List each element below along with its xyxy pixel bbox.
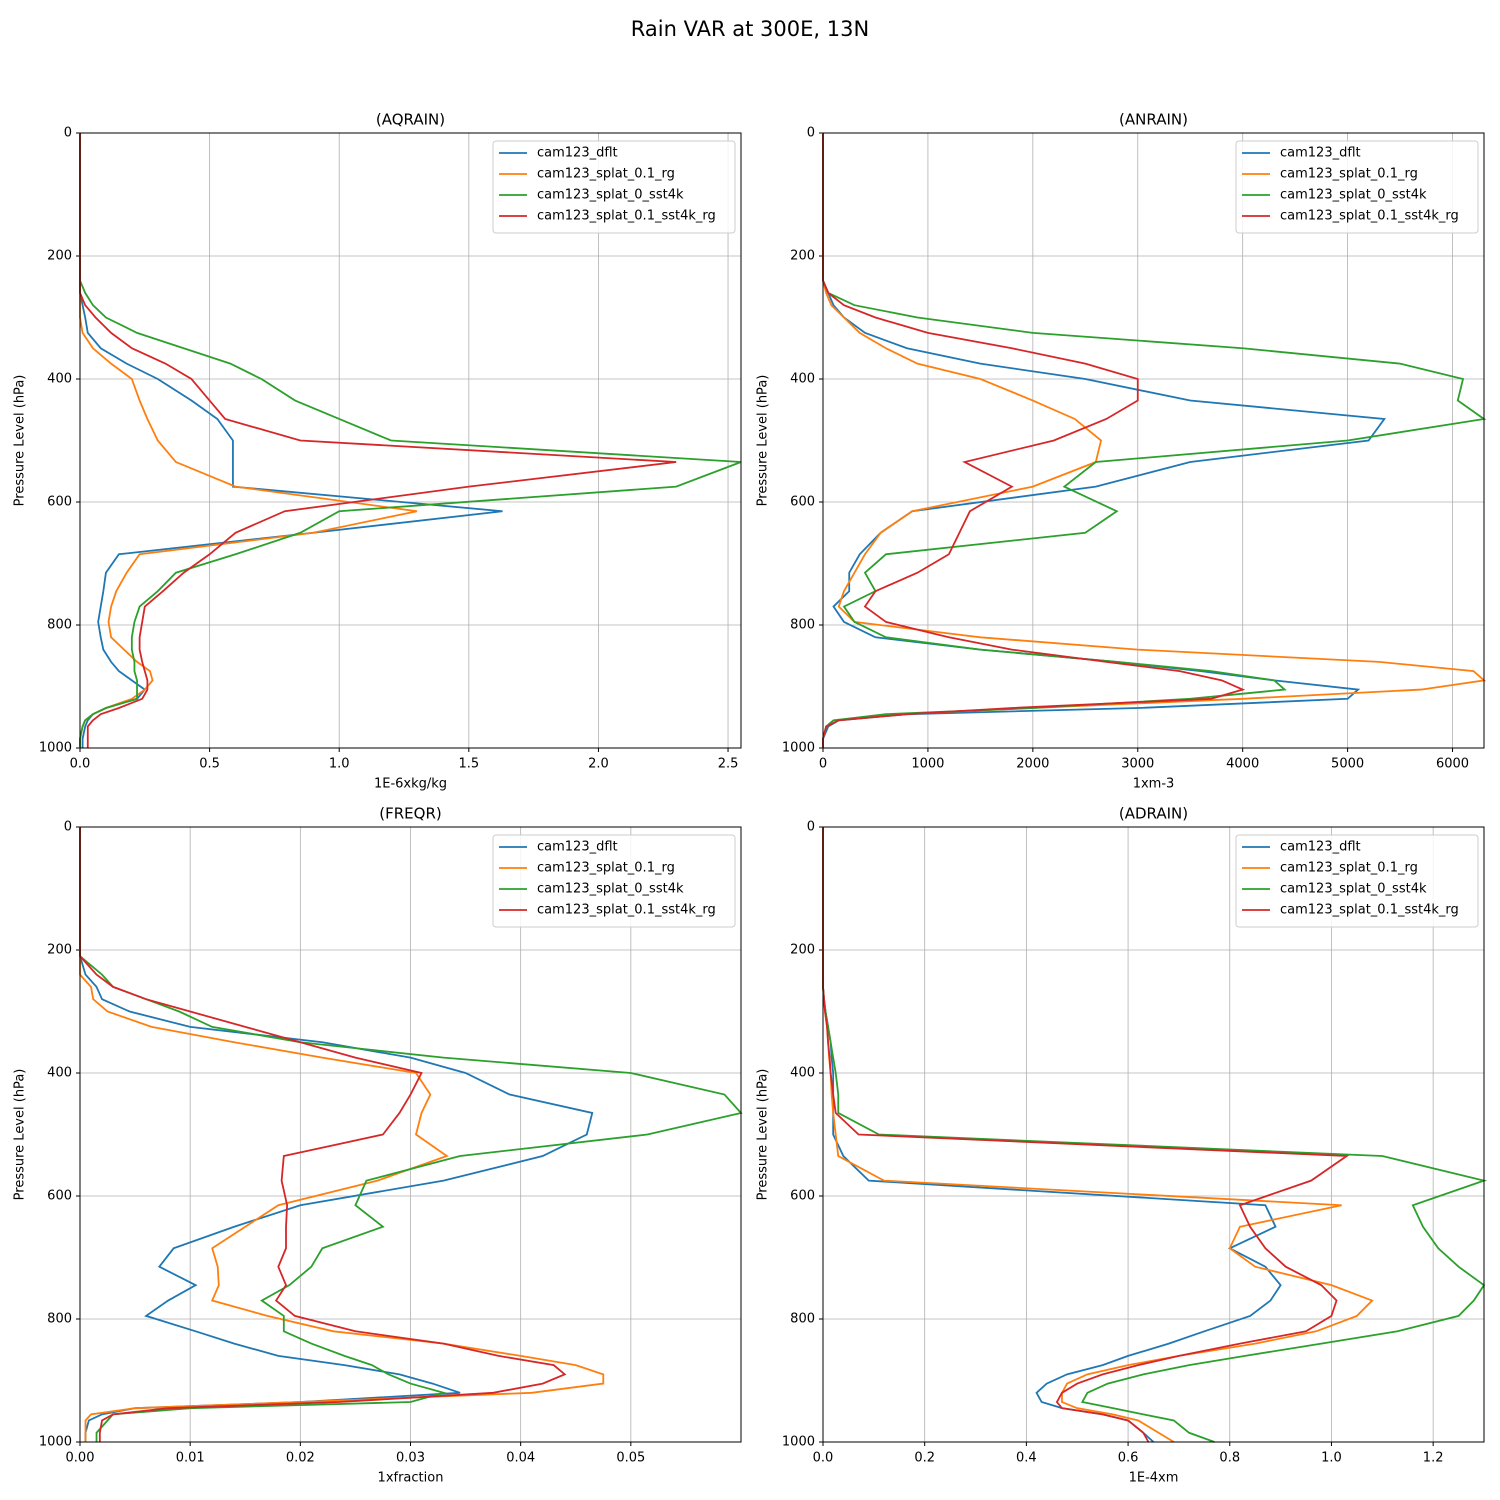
y-tick-label: 200 bbox=[47, 943, 72, 958]
legend-box bbox=[492, 834, 736, 928]
y-tick-label: 800 bbox=[790, 618, 815, 633]
x-tick-label: 0.00 bbox=[66, 1451, 95, 1466]
data-line bbox=[79, 827, 594, 1442]
x-tick-label: 1.0 bbox=[329, 757, 350, 772]
y-tick-label: 1000 bbox=[782, 741, 815, 756]
legend-label: cam123_dflt bbox=[537, 840, 618, 855]
axes-title: (ANRAIN) bbox=[1119, 111, 1188, 129]
x-tick-label: 0.2 bbox=[914, 1451, 935, 1466]
legend-label: cam123_splat_0.1_rg bbox=[537, 167, 675, 182]
x-axis-label: 1E-4xm bbox=[1129, 1471, 1179, 1486]
x-tick-label: 0.0 bbox=[70, 757, 91, 772]
x-tick-label: 1.5 bbox=[458, 757, 479, 772]
y-tick-label: 400 bbox=[790, 372, 815, 387]
legend-label: cam123_splat_0.1_rg bbox=[1280, 861, 1418, 876]
y-tick-label: 800 bbox=[47, 1312, 72, 1327]
y-tick-label: 800 bbox=[47, 618, 72, 633]
legend-label: cam123_splat_0.1_sst4k_rg bbox=[1280, 209, 1459, 224]
x-tick-label: 2.5 bbox=[718, 757, 739, 772]
x-tick-label: 0.02 bbox=[286, 1451, 315, 1466]
x-axis-label: 1E-6xkg/kg bbox=[374, 777, 447, 792]
y-tick-label: 600 bbox=[790, 495, 815, 510]
legend-box bbox=[1235, 140, 1479, 234]
x-tick-label: 0.04 bbox=[506, 1451, 535, 1466]
legend-label: cam123_splat_0_sst4k bbox=[1280, 188, 1427, 203]
legend-label: cam123_splat_0.1_rg bbox=[537, 861, 675, 876]
data-line bbox=[79, 133, 503, 748]
legend-label: cam123_splat_0.1_sst4k_rg bbox=[537, 209, 716, 224]
x-tick-label: 6000 bbox=[1436, 757, 1469, 772]
legend-box bbox=[492, 140, 736, 234]
legend-box bbox=[1235, 834, 1479, 928]
x-tick-label: 0.8 bbox=[1219, 1451, 1240, 1466]
x-tick-label: 0.03 bbox=[396, 1451, 425, 1466]
x-tick-label: 5000 bbox=[1331, 757, 1364, 772]
data-line bbox=[822, 133, 1487, 748]
y-tick-label: 600 bbox=[47, 495, 72, 510]
y-tick-label: 400 bbox=[47, 372, 72, 387]
y-tick-label: 600 bbox=[790, 1189, 815, 1204]
x-tick-label: 0.0 bbox=[813, 1451, 834, 1466]
x-tick-label: 1.2 bbox=[1423, 1451, 1444, 1466]
x-tick-label: 0.5 bbox=[199, 757, 220, 772]
axes-frame bbox=[822, 826, 1485, 1443]
y-axis-label: Pressure Level (hPa) bbox=[13, 1069, 28, 1201]
y-tick-label: 0 bbox=[64, 126, 72, 141]
axes-frame bbox=[822, 132, 1485, 749]
data-line bbox=[79, 133, 742, 748]
y-tick-label: 600 bbox=[47, 1189, 72, 1204]
y-tick-label: 400 bbox=[790, 1066, 815, 1081]
y-tick-label: 400 bbox=[47, 1066, 72, 1081]
y-axis-label: Pressure Level (hPa) bbox=[756, 1069, 771, 1201]
data-line bbox=[822, 133, 1246, 748]
legend-label: cam123_splat_0.1_rg bbox=[1280, 167, 1418, 182]
legend-label: cam123_dflt bbox=[1280, 146, 1361, 161]
figure-title: Rain VAR at 300E, 13N bbox=[631, 17, 869, 41]
x-tick-label: 2000 bbox=[1016, 757, 1049, 772]
axes-title: (FREQR) bbox=[379, 805, 441, 823]
x-axis-label: 1xfraction bbox=[378, 1471, 444, 1486]
axes-frame bbox=[79, 826, 742, 1443]
y-tick-label: 200 bbox=[790, 249, 815, 264]
axes-title: (ADRAIN) bbox=[1119, 805, 1188, 823]
axes-title: (AQRAIN) bbox=[376, 111, 445, 129]
legend-label: cam123_splat_0_sst4k bbox=[537, 882, 684, 897]
x-tick-label: 4000 bbox=[1226, 757, 1259, 772]
y-tick-label: 1000 bbox=[39, 1435, 72, 1450]
legend-label: cam123_dflt bbox=[1280, 840, 1361, 855]
y-tick-label: 1000 bbox=[782, 1435, 815, 1450]
x-axis-label: 1xm-3 bbox=[1133, 777, 1175, 792]
y-tick-label: 200 bbox=[47, 249, 72, 264]
legend-label: cam123_splat_0_sst4k bbox=[537, 188, 684, 203]
y-tick-label: 1000 bbox=[39, 741, 72, 756]
x-tick-label: 0.05 bbox=[616, 1451, 645, 1466]
x-tick-label: 0.4 bbox=[1016, 1451, 1037, 1466]
y-tick-label: 0 bbox=[807, 820, 815, 835]
x-tick-label: 3000 bbox=[1121, 757, 1154, 772]
legend-label: cam123_splat_0.1_sst4k_rg bbox=[537, 903, 716, 918]
data-line bbox=[79, 133, 677, 748]
x-tick-label: 1.0 bbox=[1321, 1451, 1342, 1466]
x-tick-label: 1000 bbox=[911, 757, 944, 772]
y-tick-label: 0 bbox=[64, 820, 72, 835]
x-tick-label: 0 bbox=[819, 757, 827, 772]
data-line bbox=[822, 133, 1386, 748]
x-tick-label: 0.01 bbox=[176, 1451, 205, 1466]
data-line bbox=[79, 827, 567, 1442]
y-tick-label: 800 bbox=[790, 1312, 815, 1327]
x-tick-label: 2.0 bbox=[588, 757, 609, 772]
legend-label: cam123_splat_0_sst4k bbox=[1280, 882, 1427, 897]
axes-frame bbox=[79, 132, 742, 749]
y-tick-label: 200 bbox=[790, 943, 815, 958]
y-axis-label: Pressure Level (hPa) bbox=[756, 375, 771, 507]
legend-label: cam123_dflt bbox=[537, 146, 618, 161]
data-line bbox=[79, 133, 418, 748]
legend-label: cam123_splat_0.1_sst4k_rg bbox=[1280, 903, 1459, 918]
data-line bbox=[822, 827, 1350, 1443]
y-tick-label: 0 bbox=[807, 126, 815, 141]
x-tick-label: 0.6 bbox=[1118, 1451, 1139, 1466]
y-axis-label: Pressure Level (hPa) bbox=[13, 375, 28, 507]
